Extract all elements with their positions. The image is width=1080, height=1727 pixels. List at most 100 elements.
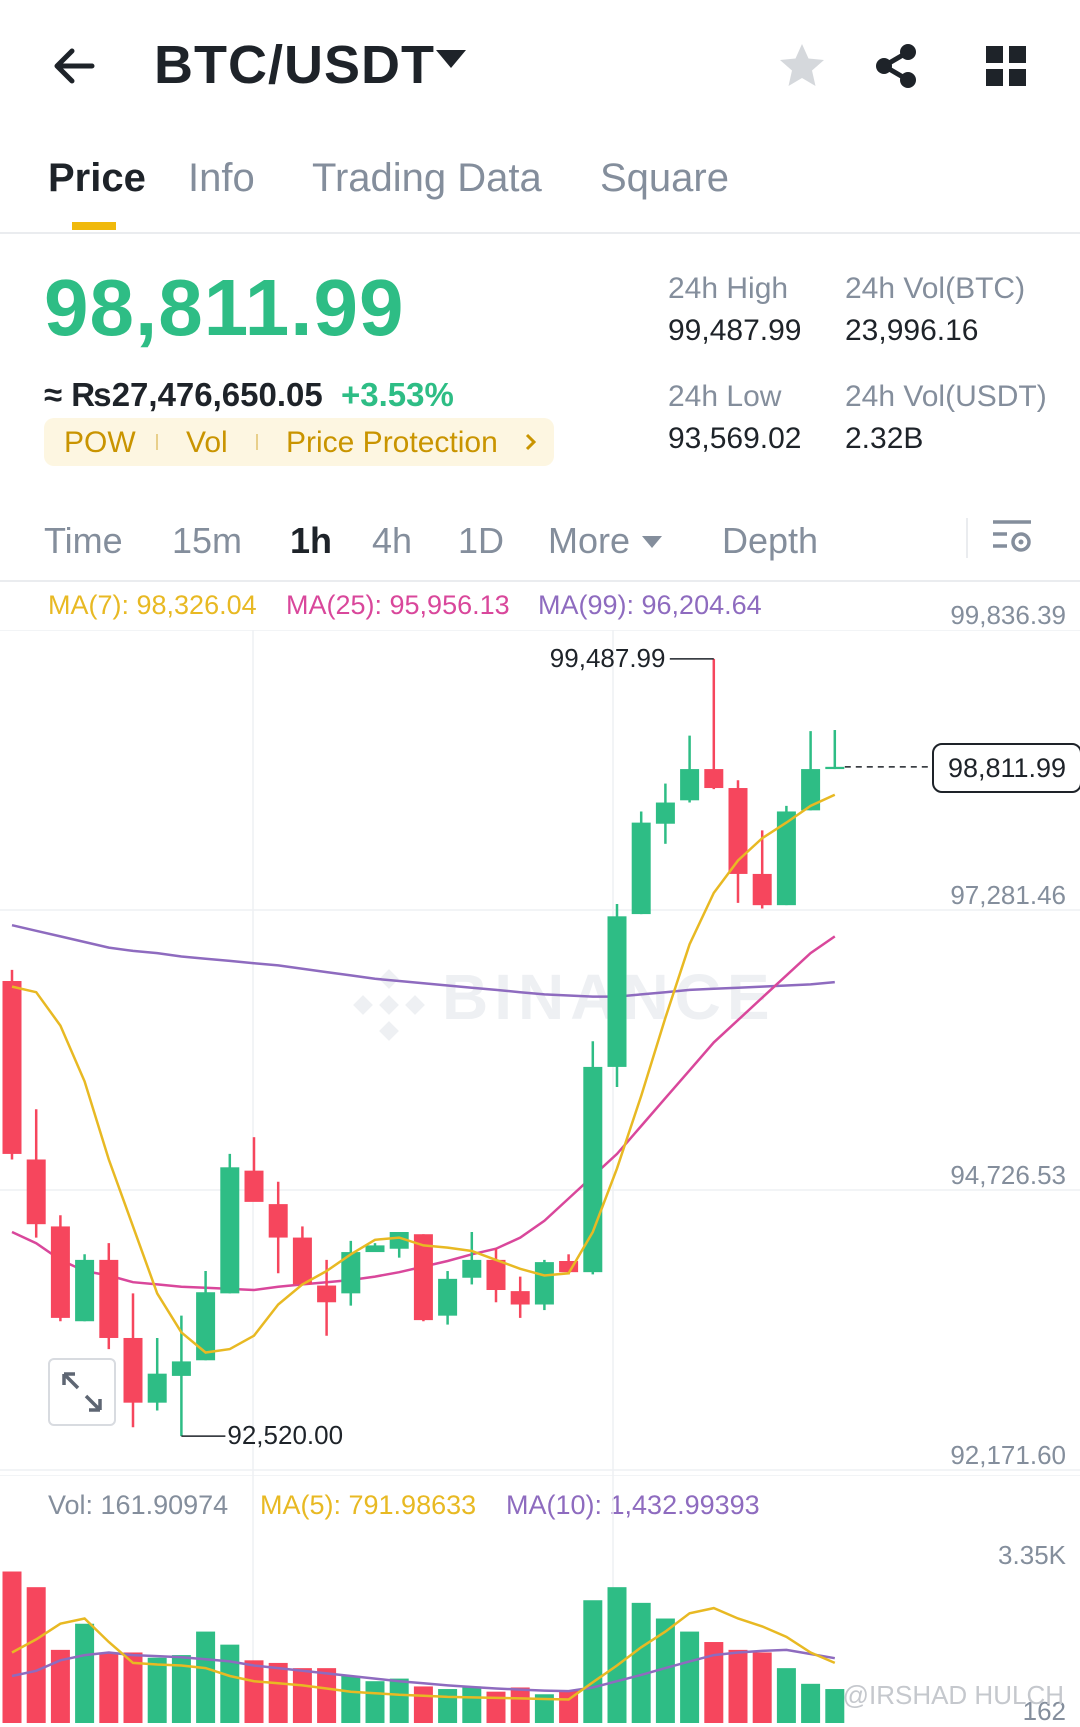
candle-body	[341, 1252, 361, 1294]
volume-bar	[655, 1618, 675, 1723]
tab-trading-data[interactable]: Trading Data	[312, 156, 542, 200]
pair-dropdown-icon[interactable]	[436, 50, 466, 68]
share-icon[interactable]	[870, 40, 922, 92]
grid-menu-icon[interactable]	[980, 40, 1032, 92]
volume-bar	[147, 1657, 167, 1723]
volume-bar	[413, 1686, 433, 1723]
tab-info[interactable]: Info	[188, 156, 255, 200]
volume-axis-label-bottom: 162	[1022, 1696, 1066, 1726]
volume-bar	[510, 1687, 530, 1723]
candle-body	[801, 769, 821, 811]
candle-body	[607, 916, 627, 1067]
tag-vol[interactable]: Vol	[186, 426, 228, 459]
back-arrow-icon[interactable]	[48, 40, 100, 92]
expand-chart-button[interactable]	[48, 1358, 116, 1426]
candlestick-chart[interactable]	[0, 630, 1080, 1475]
candle-body	[2, 981, 22, 1154]
volume-bar	[728, 1649, 748, 1723]
volume-bar	[196, 1631, 216, 1723]
favorite-star-icon[interactable]	[776, 40, 828, 92]
volume-bar	[292, 1668, 312, 1723]
y-axis-label: 94,726.53	[950, 1160, 1066, 1190]
tab-square[interactable]: Square	[600, 156, 729, 200]
tag-pow[interactable]: POW	[64, 426, 136, 459]
y-axis-label-bottom: 92,171.60	[950, 1440, 1066, 1470]
section-tabs: Price Info Trading Data Square	[0, 140, 1080, 234]
volume-bar	[2, 1571, 22, 1723]
volume-bar	[776, 1668, 796, 1723]
last-price: 98,811.99	[44, 263, 405, 352]
binance-watermark-logo	[353, 969, 425, 1041]
active-tab-indicator	[72, 222, 116, 230]
candle-body	[196, 1292, 216, 1361]
chart-settings-icon[interactable]	[990, 516, 1034, 560]
candle-body	[220, 1167, 240, 1294]
volume-ma10-legend: MA(10): 1,432.99393	[506, 1490, 760, 1520]
volume-bar	[438, 1689, 458, 1723]
volume-bar	[486, 1691, 506, 1723]
candle-body	[365, 1245, 385, 1253]
price-change: +3.53%	[341, 376, 454, 413]
stat-high-value: 99,487.99	[668, 314, 802, 347]
interval-1d[interactable]: 1D	[458, 520, 505, 561]
volume-bar	[752, 1652, 772, 1723]
volume-axis-label-top: 3.35K	[998, 1540, 1066, 1570]
pair-title[interactable]: BTC/USDT	[154, 35, 435, 95]
low-price-marker: 92,520.00	[227, 1420, 344, 1451]
candle-body	[631, 822, 651, 915]
candle-body	[292, 1237, 312, 1285]
candle-body	[825, 766, 845, 770]
tag-divider	[256, 434, 258, 450]
stat-low-label: 24h Low	[668, 380, 782, 413]
candle-body	[680, 769, 700, 801]
ma99-legend: MA(99): 96,204.64	[538, 590, 762, 620]
stat-vol-btc-value: 23,996.16	[845, 314, 979, 347]
interval-15m[interactable]: 15m	[172, 520, 243, 561]
fiat-price: ≈ ₨27,476,650.05	[44, 376, 323, 413]
candle-body	[123, 1337, 143, 1403]
current-price-tag[interactable]: 98,811.99	[932, 742, 1080, 793]
ma7-legend: MA(7): 98,326.04	[48, 590, 257, 620]
volume-ma5-legend: MA(5): 791.98633	[260, 1490, 477, 1520]
stat-high-label: 24h High	[668, 272, 789, 305]
candle-body	[75, 1259, 95, 1322]
volume-bar	[123, 1652, 143, 1723]
candle-body	[752, 873, 772, 906]
more-dropdown-icon[interactable]	[642, 536, 662, 548]
interval-depth[interactable]: Depth	[722, 520, 819, 561]
volume-bar	[825, 1689, 845, 1723]
volume-chart[interactable]	[0, 1475, 1080, 1723]
volume-bar	[50, 1649, 70, 1723]
tab-price[interactable]: Price	[48, 156, 146, 200]
volume-bar	[583, 1600, 603, 1723]
volume-bar	[99, 1652, 119, 1723]
candle-body	[389, 1232, 409, 1249]
ma99-line	[11, 923, 835, 998]
interval-more[interactable]: More	[548, 520, 631, 561]
expand-icon	[62, 1372, 102, 1412]
credit-watermark: @IRSHAD HULCH	[842, 1680, 1064, 1710]
volume-bar	[607, 1587, 627, 1723]
candle-body	[50, 1226, 70, 1318]
volume-bar	[631, 1602, 651, 1723]
candle-body	[147, 1373, 167, 1403]
volume-bar	[26, 1587, 46, 1723]
candle-body	[413, 1234, 433, 1321]
tag-bar[interactable]: POW Vol Price Protection	[44, 418, 554, 466]
volume-bar	[365, 1681, 385, 1723]
volume-bar	[534, 1694, 554, 1723]
volume-bar	[244, 1660, 264, 1723]
candle-body	[438, 1278, 458, 1316]
interval-4h[interactable]: 4h	[372, 520, 413, 561]
volume-bar	[75, 1623, 95, 1723]
interval-1h[interactable]: 1h	[290, 520, 333, 561]
interval-divider	[966, 518, 968, 558]
tag-price-protection[interactable]: Price Protection	[286, 426, 498, 459]
candle-body	[244, 1170, 264, 1202]
volume-bar	[704, 1642, 724, 1723]
candle-body	[510, 1291, 530, 1305]
candle-body	[559, 1261, 579, 1273]
interval-time[interactable]: Time	[44, 520, 123, 561]
candle-body	[776, 811, 796, 906]
stat-vol-btc-label: 24h Vol(BTC)	[845, 272, 1026, 305]
